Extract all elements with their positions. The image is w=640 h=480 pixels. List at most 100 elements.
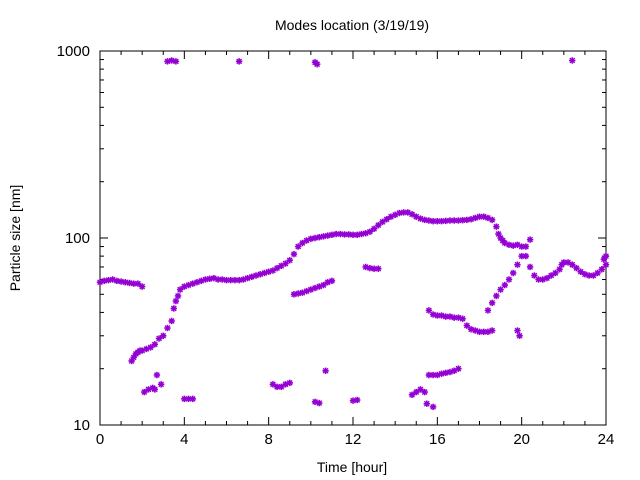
data-point	[463, 322, 471, 329]
data-point	[147, 344, 154, 351]
data-point	[320, 233, 327, 240]
chart-title: Modes location (3/19/19)	[275, 17, 429, 33]
data-point	[320, 281, 327, 289]
data-point	[322, 367, 329, 374]
data-point	[476, 328, 483, 336]
data-point	[598, 266, 605, 273]
data-point	[514, 327, 521, 334]
data-point	[174, 292, 182, 300]
data-point	[286, 257, 293, 264]
data-point	[153, 371, 161, 379]
x-tick-label: 0	[96, 431, 104, 448]
data-point	[172, 297, 180, 305]
data-point	[429, 217, 437, 225]
data-point	[157, 381, 165, 388]
data-point	[396, 209, 403, 217]
data-points	[96, 57, 610, 411]
x-tick-label: 24	[598, 431, 615, 448]
data-point	[349, 231, 357, 239]
data-point	[594, 269, 601, 277]
data-point	[164, 324, 171, 332]
data-point	[168, 317, 175, 325]
data-point	[189, 395, 196, 403]
data-point	[488, 299, 496, 307]
data-point	[408, 391, 416, 399]
y-tick-label: 1000	[57, 43, 90, 60]
data-point	[510, 269, 517, 277]
data-point	[518, 252, 525, 260]
data-point	[497, 286, 504, 293]
data-point	[286, 379, 293, 387]
data-point	[577, 268, 584, 275]
data-point	[425, 307, 433, 314]
data-point	[354, 231, 361, 239]
data-point	[138, 283, 146, 290]
data-point	[151, 341, 159, 348]
data-point	[455, 365, 462, 372]
data-point	[366, 264, 374, 272]
data-point	[235, 58, 243, 65]
data-point	[101, 277, 108, 285]
data-point	[341, 231, 348, 238]
data-point	[316, 233, 323, 241]
data-point	[134, 280, 142, 287]
data-point	[227, 276, 234, 284]
data-point	[522, 243, 530, 250]
y-axis-label: Particle size [nm]	[7, 185, 23, 292]
data-point	[484, 307, 492, 314]
x-tick-label: 16	[429, 431, 446, 448]
data-point	[569, 57, 576, 64]
data-point	[170, 305, 177, 312]
data-point	[122, 279, 129, 286]
data-point	[516, 332, 523, 339]
y-axis: 10 100 1000	[57, 43, 606, 434]
data-point	[366, 228, 374, 235]
data-point	[219, 276, 226, 283]
data-point	[408, 211, 416, 218]
data-point	[590, 272, 597, 279]
data-point	[459, 315, 466, 322]
data-point	[421, 388, 428, 396]
data-point	[354, 396, 361, 404]
data-point	[160, 332, 167, 339]
data-point	[493, 223, 500, 230]
data-point	[514, 261, 521, 268]
data-point	[493, 292, 500, 300]
y-tick-label: 100	[65, 230, 90, 247]
data-point	[526, 236, 534, 243]
data-point	[193, 279, 201, 286]
data-point	[602, 252, 610, 260]
data-point	[467, 216, 475, 223]
data-point	[429, 403, 437, 411]
data-point	[455, 314, 462, 321]
data-point	[501, 281, 508, 289]
data-point	[379, 218, 386, 226]
data-point	[155, 335, 163, 342]
data-point	[413, 388, 420, 396]
data-point	[299, 239, 306, 247]
data-point	[172, 58, 180, 65]
data-point	[423, 400, 430, 407]
data-point	[185, 395, 192, 403]
x-axis-label: Time [hour]	[317, 459, 387, 475]
data-point	[404, 209, 412, 216]
x-tick-label: 8	[264, 431, 272, 448]
data-point	[446, 217, 454, 224]
data-point	[290, 250, 298, 258]
data-point	[176, 286, 184, 293]
data-point	[602, 261, 610, 268]
data-point	[383, 216, 390, 223]
data-point	[375, 265, 382, 272]
data-point	[518, 243, 525, 250]
y-tick-label: 10	[73, 417, 90, 434]
data-point	[417, 386, 424, 393]
data-point	[130, 280, 137, 287]
data-point	[387, 213, 395, 220]
data-point	[526, 263, 534, 271]
data-point	[316, 399, 323, 407]
data-point	[313, 60, 321, 68]
data-point	[531, 272, 538, 279]
x-tick-label: 20	[513, 431, 530, 448]
data-point	[151, 386, 159, 393]
